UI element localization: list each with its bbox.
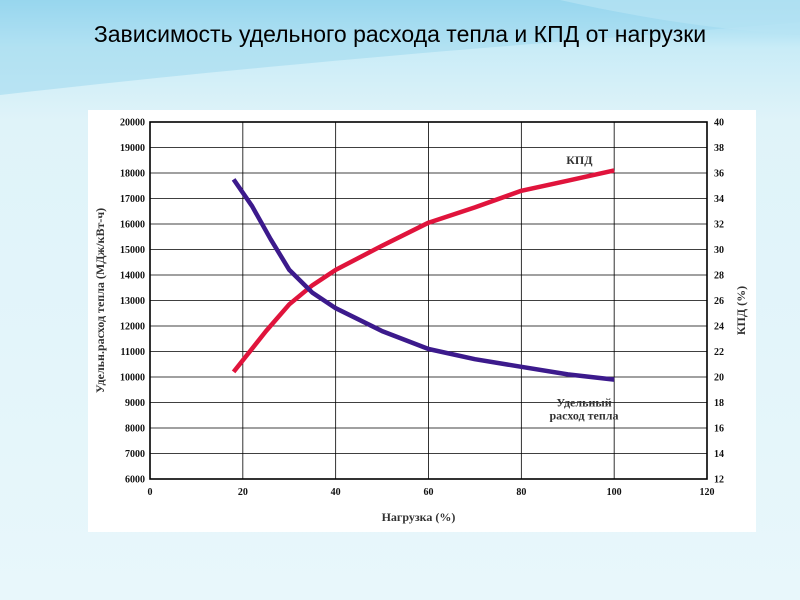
y-left-tick-label: 17000 [120,194,145,205]
y-left-tick-label: 12000 [120,322,145,333]
y-right-tick-label: 34 [714,194,724,205]
y-right-tick-label: 32 [714,220,724,231]
y-left-tick-label: 19000 [120,143,145,154]
y-right-tick-label: 24 [714,322,724,333]
y-right-tick-label: 38 [714,143,724,154]
y-right-tick-label: 36 [714,169,724,180]
series-line-kpd [231,168,615,374]
y-right-tick-label: 40 [714,118,724,129]
x-tick-label: 100 [607,487,622,498]
x-tick-label: 20 [238,487,248,498]
y-right-axis-label: КПД (%) [734,286,748,335]
y-left-tick-label: 6000 [125,475,145,486]
y-left-tick-label: 9000 [125,398,145,409]
y-left-tick-label: 18000 [120,169,145,180]
y-left-tick-label: 7000 [125,449,145,460]
series-label-kpd: КПД [566,153,593,167]
series-label-heat-rate: расход тепла [550,409,619,423]
series-label-heat-rate: Удельный [556,396,611,410]
y-right-tick-label: 18 [714,398,724,409]
y-left-tick-label: 10000 [120,373,145,384]
chart-svg: 6000 7000 8000 9000 10000 11000 12000 13000 1400… [93,118,748,525]
x-tick-label: 40 [331,487,341,498]
x-tick-label: 0 [148,487,153,498]
y-right-tick-label: 22 [714,347,724,358]
y-left-tick-label: 16000 [120,220,145,231]
y-left-tick-label: 15000 [120,245,145,256]
y-right-tick-label: 14 [714,449,724,460]
x-tick-label: 60 [424,487,434,498]
y-right-tick-label: 16 [714,424,724,435]
y-left-tick-label: 20000 [120,118,145,129]
y-right-tick-label: 28 [714,271,724,282]
y-right-tick-label: 26 [714,296,724,307]
chart-panel: 6000 7000 8000 9000 10000 11000 12000 13000 1400… [88,110,756,532]
slide-title: Зависимость удельного расхода тепла и КП… [93,21,707,47]
x-tick-label: 120 [700,487,715,498]
x-axis-label: Нагрузка (%) [382,510,456,524]
y-left-tick-label: 13000 [120,296,145,307]
y-right-tick-label: 12 [714,475,724,486]
x-tick-label: 80 [516,487,526,498]
y-left-tick-label: 11000 [121,347,145,358]
series-line-heat-rate [231,178,615,382]
y-right-tick-label: 30 [714,245,724,256]
plot-frame [149,121,708,480]
y-left-tick-label: 8000 [125,424,145,435]
y-right-tick-label: 20 [714,373,724,384]
y-left-axis-label: Удельн.расход тепла (МДж/кВт-ч) [93,208,107,393]
y-left-tick-label: 14000 [120,271,145,282]
